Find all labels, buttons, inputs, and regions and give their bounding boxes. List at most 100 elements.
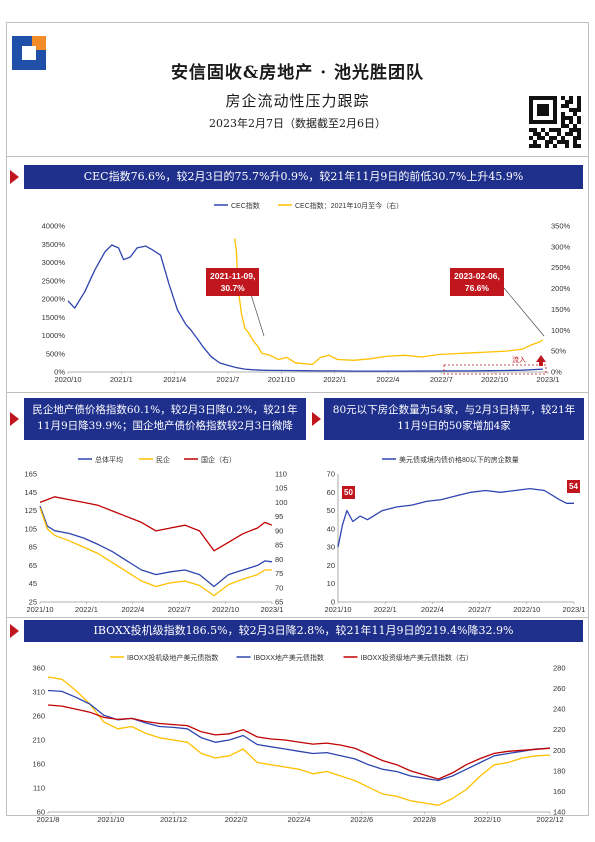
qr-module — [529, 112, 533, 116]
legend-label: IBOXX地产美元债指数 — [254, 653, 324, 662]
qr-module — [553, 144, 557, 148]
qr-module — [541, 136, 545, 140]
x-tick-label: 2022/2 — [225, 815, 248, 824]
x-tick-label: 2023/1 — [537, 375, 560, 384]
qr-module — [541, 128, 545, 132]
qr-module — [565, 104, 569, 108]
qr-module — [565, 144, 569, 148]
qr-module — [577, 104, 581, 108]
y-right-tick-label: 280 — [553, 664, 566, 673]
qr-module — [577, 132, 581, 136]
series-line — [67, 244, 543, 372]
x-tick-label: 2022/1 — [75, 605, 98, 614]
inflow-arrow-shaft — [539, 361, 543, 366]
qr-module — [549, 128, 553, 132]
x-tick-label: 2021/10 — [324, 605, 351, 614]
report-date: 2023年2月7日（数据截至2月6日） — [209, 117, 386, 130]
y-tick-label: 0% — [54, 368, 65, 377]
y-tick-label: 3000% — [42, 258, 66, 267]
y-tick-label: 105 — [24, 524, 37, 533]
qr-module — [561, 136, 565, 140]
qr-module — [545, 132, 549, 136]
qr-module — [569, 100, 573, 104]
qr-module — [573, 124, 577, 128]
qr-module — [529, 104, 533, 108]
y-tick-label: 30 — [327, 543, 335, 552]
qr-module — [577, 136, 581, 140]
x-tick-label: 2022/10 — [212, 605, 239, 614]
y-tick-label: 110 — [33, 784, 45, 793]
y-tick-label: 260 — [32, 712, 45, 721]
qr-module — [553, 96, 557, 100]
section-marker-cec — [10, 170, 19, 184]
y-tick-label: 10 — [327, 579, 335, 588]
count-chart: 美元债或境内债价格80以下的房企数量 0 10 20 30 40 50 60 70 2021/10… — [312, 450, 588, 618]
qr-module — [561, 140, 565, 144]
qr-module — [533, 144, 537, 148]
x-tick-label: 2022/7 — [468, 605, 491, 614]
y-right-tick-label: 100% — [551, 326, 571, 335]
qr-module — [537, 112, 541, 116]
cec-chart: CEC指数 CEC指数：2021年10月至今（右） 0% 500% 1000% 1500%… — [24, 196, 584, 390]
y-tick-label: 210 — [32, 736, 45, 745]
y-right-tick-label: 65 — [275, 598, 283, 607]
divider-1 — [6, 392, 589, 393]
legend-label: CEC指数：2021年10月至今（右） — [295, 201, 403, 210]
y-right-tick-label: 160 — [553, 787, 566, 796]
logo — [12, 36, 46, 70]
cec-now-callout: 2023-02-06, 76.6% — [450, 268, 504, 296]
qr-module — [529, 100, 533, 104]
divider-2 — [6, 617, 589, 618]
legend-label: IBOXX投机级地产美元债指数 — [127, 653, 218, 662]
y-right-tick-label: 250% — [551, 263, 571, 272]
qr-module — [529, 116, 533, 120]
qr-module — [557, 132, 561, 136]
qr-module — [565, 100, 569, 104]
low-leader — [248, 287, 265, 337]
y-tick-label: 160 — [32, 760, 45, 769]
x-tick-label: 2021/12 — [160, 815, 187, 824]
x-tick-label: 2021/10 — [26, 605, 53, 614]
price-chart: 总体平均 民企 国企（右） 25 45 65 85 105 125 145 165 65 70 75 80 8… — [8, 450, 308, 618]
qr-module — [545, 112, 549, 116]
legend-label: 民企 — [156, 455, 170, 464]
x-tick-label: 2021/8 — [37, 815, 60, 824]
price-banner: 民企地产债价格指数60.1%，较2月3日降0.2%，较21年11月9日降39.9… — [24, 398, 306, 440]
qr-module — [533, 140, 537, 144]
section-marker-count — [312, 412, 321, 426]
qr-module — [553, 108, 557, 112]
y-right-tick-label: 100 — [275, 498, 288, 507]
legend-label: CEC指数 — [231, 201, 260, 210]
legend-label: IBOXX投资级地产美元债指数（右） — [361, 653, 473, 662]
qr-module — [545, 108, 549, 112]
x-tick-label: 2022/1 — [323, 375, 346, 384]
y-tick-label: 500% — [46, 349, 66, 358]
now-leader — [503, 287, 545, 337]
qr-module — [541, 120, 545, 124]
x-tick-label: 2022/6 — [350, 815, 373, 824]
qr-module — [577, 108, 581, 112]
y-right-tick-label: 70 — [275, 583, 283, 592]
qr-module — [553, 104, 557, 108]
qr-module — [561, 96, 565, 100]
y-right-tick-label: 300% — [551, 242, 571, 251]
y-tick-label: 20 — [327, 561, 335, 570]
qr-module — [569, 96, 573, 100]
qr-module — [569, 120, 573, 124]
y-tick-label: 50 — [327, 506, 335, 515]
qr-module — [553, 116, 557, 120]
qr-module — [541, 112, 545, 116]
qr-module — [537, 96, 541, 100]
qr-module — [545, 120, 549, 124]
qr-module — [577, 128, 581, 132]
y-tick-label: 45 — [29, 579, 37, 588]
qr-module — [565, 116, 569, 120]
qr-module — [553, 100, 557, 104]
qr-module — [529, 128, 533, 132]
qr-module — [549, 140, 553, 144]
qr-module — [569, 132, 573, 136]
y-tick-label: 85 — [29, 543, 37, 552]
y-tick-label: 125 — [24, 506, 37, 515]
series-line — [47, 676, 551, 806]
qr-module — [561, 116, 565, 120]
